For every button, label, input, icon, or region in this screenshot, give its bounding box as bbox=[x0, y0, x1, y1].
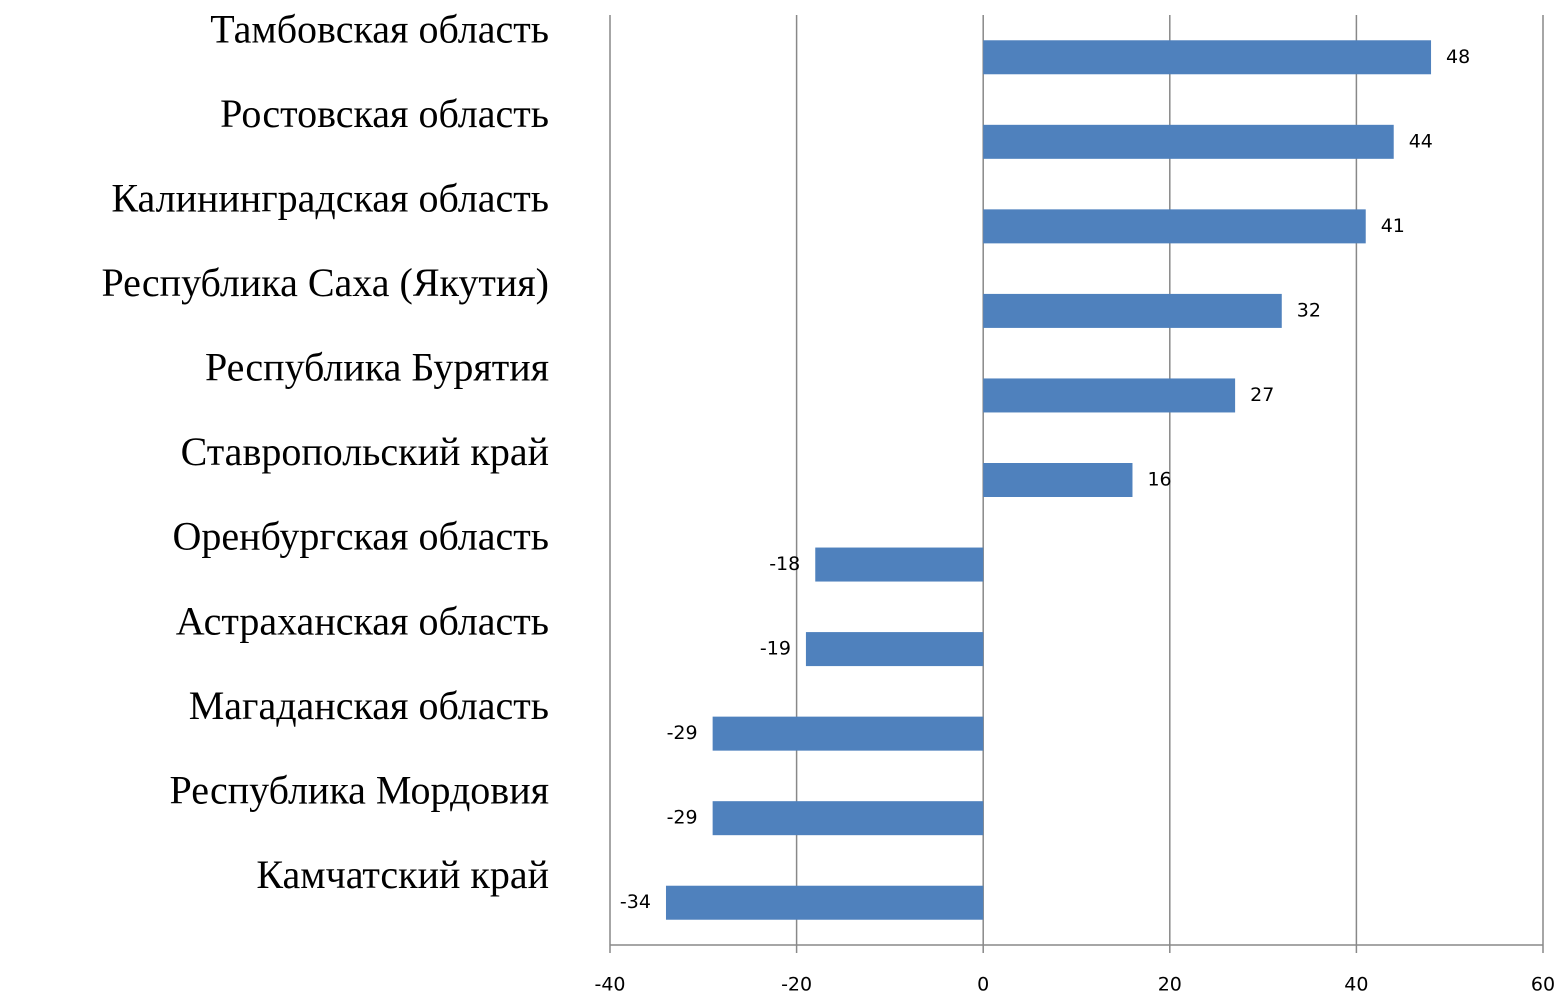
bar bbox=[983, 40, 1432, 75]
data-label: -34 bbox=[620, 891, 651, 913]
y-tick-label: Ставропольский край bbox=[181, 429, 549, 474]
data-label: 27 bbox=[1250, 384, 1274, 406]
bar bbox=[805, 632, 984, 667]
y-tick-label: Магаданская область bbox=[189, 683, 549, 728]
bar bbox=[983, 209, 1366, 244]
bar bbox=[983, 124, 1394, 159]
y-tick-label: Калининградская область bbox=[111, 176, 549, 221]
x-tick-label: -20 bbox=[781, 974, 812, 994]
data-label: -19 bbox=[760, 638, 791, 660]
data-label: -29 bbox=[667, 722, 698, 744]
bar bbox=[712, 801, 984, 836]
y-tick-label: Оренбургская область bbox=[172, 514, 549, 559]
bar bbox=[712, 716, 984, 751]
data-label: 41 bbox=[1381, 215, 1405, 237]
x-tick-label: 20 bbox=[1158, 974, 1182, 994]
bar bbox=[983, 378, 1236, 413]
data-label: -29 bbox=[667, 807, 698, 829]
y-tick-label: Тамбовская область bbox=[210, 6, 549, 51]
x-tick-label: 60 bbox=[1531, 974, 1555, 994]
y-tick-label: Республика Мордовия bbox=[170, 767, 550, 812]
data-label: 16 bbox=[1147, 469, 1171, 491]
bar bbox=[983, 293, 1282, 328]
bar bbox=[815, 547, 984, 582]
x-tick-label: -40 bbox=[594, 974, 625, 994]
y-tick-label: Камчатский край bbox=[256, 852, 549, 897]
y-tick-label: Ростовская область bbox=[220, 91, 549, 136]
y-tick-label: Астраханская область bbox=[176, 598, 549, 643]
y-tick-label: Республика Саха (Якутия) bbox=[101, 260, 549, 305]
x-tick-label: 0 bbox=[977, 974, 989, 994]
data-label: -18 bbox=[769, 553, 800, 575]
data-label: 48 bbox=[1446, 46, 1470, 68]
bar bbox=[983, 463, 1133, 497]
data-label: 32 bbox=[1297, 299, 1321, 321]
bar bbox=[665, 885, 984, 920]
y-tick-label: Республика Бурятия bbox=[205, 345, 549, 390]
x-tick-label: 40 bbox=[1344, 974, 1368, 994]
data-label: 44 bbox=[1409, 130, 1433, 152]
